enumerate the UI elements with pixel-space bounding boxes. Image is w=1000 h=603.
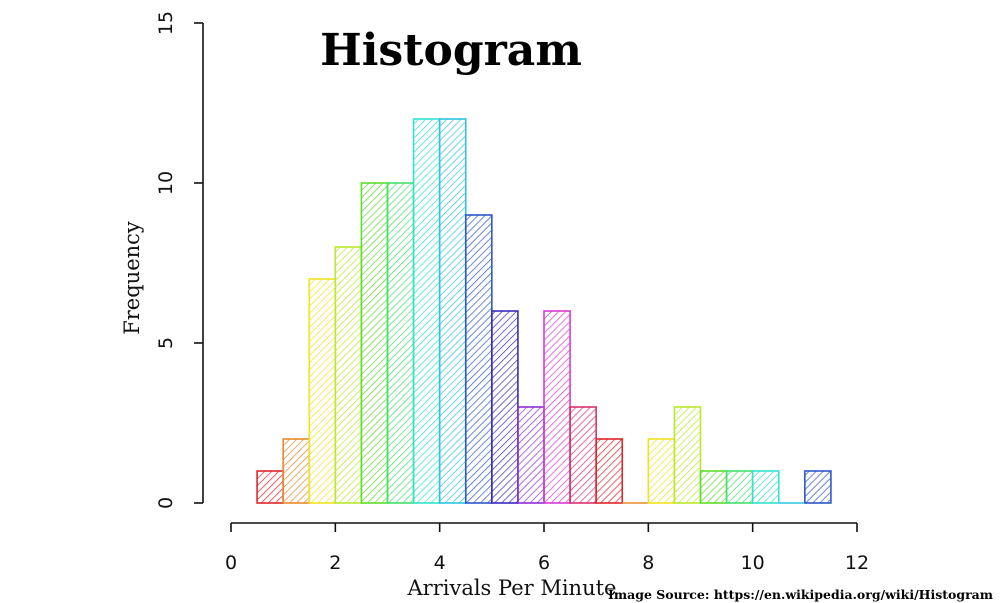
x-tick-label: 12 <box>845 552 869 574</box>
histogram-bar <box>569 406 597 504</box>
x-axis-title: Arrivals Per Minute <box>407 576 617 600</box>
y-axis-title: Frequency <box>120 221 144 335</box>
histogram-bar <box>334 246 363 504</box>
histogram-bar <box>386 182 415 504</box>
bars-group <box>256 118 832 504</box>
histogram-bar <box>647 438 676 504</box>
x-tick-label: 6 <box>538 552 550 574</box>
y-axis: 0 5 10 15 <box>155 11 204 509</box>
y-tick-label: 0 <box>155 497 177 509</box>
image-source-note: Image Source: https://en.wikipedia.org/w… <box>608 587 993 602</box>
histogram-bar <box>464 214 493 504</box>
x-tick-label: 10 <box>741 552 765 574</box>
x-axis: 0 2 4 6 8 10 12 <box>225 522 869 574</box>
y-tick-label: 5 <box>155 337 177 349</box>
histogram-bar <box>256 470 284 504</box>
histogram-bar <box>438 118 467 504</box>
histogram-bar <box>595 438 624 504</box>
x-tick-label: 4 <box>434 552 446 574</box>
x-tick-label: 2 <box>329 552 341 574</box>
histogram-bar <box>360 182 389 504</box>
histogram-bar <box>725 470 754 504</box>
y-tick-label: 15 <box>155 11 177 35</box>
histogram-bar <box>517 406 545 504</box>
histogram-bar <box>491 310 519 504</box>
histogram-bar <box>751 470 780 504</box>
histogram-bar <box>412 118 441 504</box>
x-tick-label: 8 <box>642 552 654 574</box>
histogram-bar <box>804 470 832 504</box>
histogram-bar <box>543 310 571 504</box>
chart-title: Histogram <box>320 25 582 76</box>
x-tick-label: 0 <box>225 552 237 574</box>
histogram-bar <box>699 470 728 504</box>
histogram-bar <box>673 406 702 504</box>
y-tick-label: 10 <box>155 171 177 195</box>
histogram-bar <box>282 438 311 504</box>
histogram-bar <box>308 278 337 504</box>
